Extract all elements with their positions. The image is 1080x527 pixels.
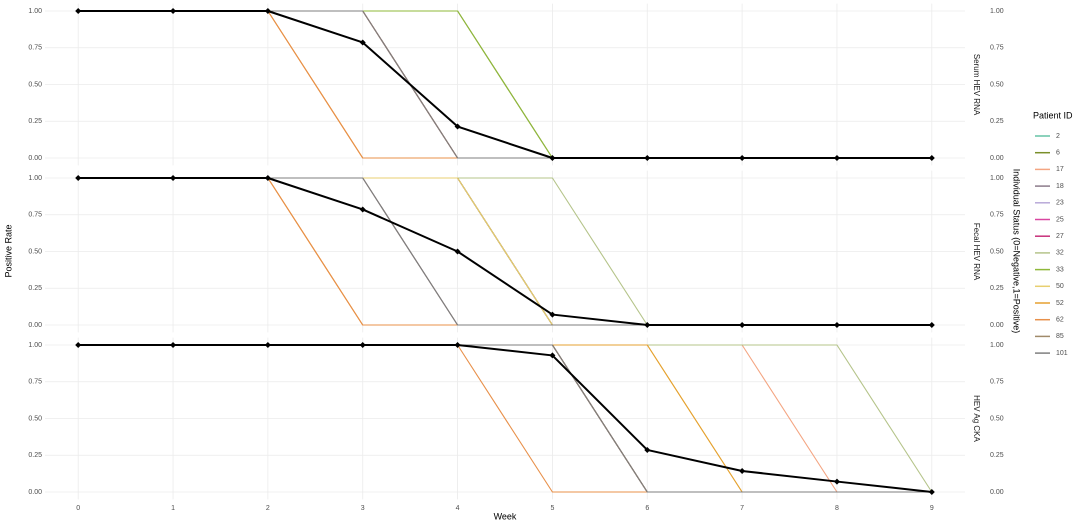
rate-point xyxy=(264,8,271,14)
x-tick-label: 8 xyxy=(835,505,839,512)
y-tick-label: 0.00 xyxy=(28,155,42,162)
rate-point xyxy=(75,8,82,14)
rate-point xyxy=(170,8,177,14)
y2-tick-label: 0.00 xyxy=(990,322,1004,329)
rate-point xyxy=(454,248,461,255)
x-tick-label: 1 xyxy=(171,505,175,512)
legend-label: 2 xyxy=(1056,133,1060,140)
facet-label: Serum HEV RNA xyxy=(972,54,981,116)
legend-label: 32 xyxy=(1056,250,1064,257)
rate-line xyxy=(78,177,932,326)
rate-point xyxy=(833,478,840,485)
legend-label: 62 xyxy=(1056,317,1064,324)
x-tick-label: 6 xyxy=(645,505,649,512)
legend-title: Patient ID xyxy=(1033,110,1073,120)
y2-tick-label: 0.50 xyxy=(990,248,1004,255)
rate-point xyxy=(359,342,366,348)
y2-tick-label: 0.25 xyxy=(990,118,1004,125)
y-tick-label: 1.00 xyxy=(28,175,42,182)
y2-tick-label: 0.50 xyxy=(990,81,1004,88)
rate-point xyxy=(833,155,840,161)
y-tick-label: 1.00 xyxy=(28,342,42,349)
x-tick-label: 7 xyxy=(740,505,744,512)
rate-point xyxy=(549,352,556,359)
y2-tick-label: 0.25 xyxy=(990,285,1004,292)
y-tick-label: 0.00 xyxy=(28,322,42,329)
rate-point xyxy=(928,322,935,328)
legend-label: 17 xyxy=(1056,166,1064,173)
y2-tick-label: 0.25 xyxy=(990,452,1004,459)
rate-point xyxy=(928,155,935,161)
rate-line xyxy=(78,10,932,159)
y2-tick-label: 0.00 xyxy=(990,489,1004,496)
y-tick-label: 1.00 xyxy=(28,8,42,15)
rate-point xyxy=(644,446,651,453)
y-tick-label: 0.25 xyxy=(28,118,42,125)
y-axis-title: Positive Rate xyxy=(3,224,13,277)
legend-label: 52 xyxy=(1056,300,1064,307)
y2-tick-label: 0.50 xyxy=(990,415,1004,422)
x-tick-label: 9 xyxy=(930,505,934,512)
legend-label: 18 xyxy=(1056,183,1064,190)
y2-tick-label: 0.00 xyxy=(990,155,1004,162)
rate-point xyxy=(359,39,366,46)
rate-point xyxy=(833,322,840,328)
x-tick-label: 5 xyxy=(550,505,554,512)
legend-label: 33 xyxy=(1056,266,1064,273)
y-tick-label: 0.75 xyxy=(28,212,42,219)
rate-point xyxy=(549,311,556,318)
rate-point xyxy=(170,175,177,181)
rate-point xyxy=(644,155,651,161)
rate-point xyxy=(549,155,556,161)
rate-point xyxy=(264,342,271,348)
rate-point xyxy=(75,342,82,348)
x-tick-label: 4 xyxy=(456,505,460,512)
y2-axis-title: Individual Status (0=Negative,1=Positive… xyxy=(1012,169,1022,334)
y2-tick-label: 1.00 xyxy=(990,8,1004,15)
x-tick-label: 3 xyxy=(361,505,365,512)
rate-point xyxy=(644,322,651,328)
legend-label: 50 xyxy=(1056,283,1064,290)
legend-label: 23 xyxy=(1056,200,1064,207)
y-tick-label: 0.50 xyxy=(28,81,42,88)
x-tick-label: 2 xyxy=(266,505,270,512)
rate-point xyxy=(170,342,177,348)
rate-line xyxy=(78,344,932,493)
legend-label: 27 xyxy=(1056,233,1064,240)
legend-label: 101 xyxy=(1056,350,1068,357)
y-tick-label: 0.75 xyxy=(28,45,42,52)
y-tick-label: 0.50 xyxy=(28,415,42,422)
rate-point xyxy=(454,123,461,130)
y-tick-label: 0.75 xyxy=(28,379,42,386)
x-tick-label: 0 xyxy=(76,505,80,512)
rate-point xyxy=(454,342,461,348)
y2-tick-label: 0.75 xyxy=(990,212,1004,219)
legend-label: 25 xyxy=(1056,216,1064,223)
y-tick-label: 0.25 xyxy=(28,285,42,292)
y-tick-label: 0.00 xyxy=(28,489,42,496)
y-tick-label: 0.50 xyxy=(28,248,42,255)
y2-tick-label: 0.75 xyxy=(990,45,1004,52)
y2-tick-label: 0.75 xyxy=(990,379,1004,386)
rate-point xyxy=(264,175,271,181)
rate-point xyxy=(739,155,746,161)
rate-point xyxy=(359,206,366,213)
rate-point xyxy=(928,489,935,495)
rate-point xyxy=(75,175,82,181)
y2-tick-label: 1.00 xyxy=(990,342,1004,349)
facet-label: HEV Ag CKA xyxy=(972,395,981,442)
y-tick-label: 0.25 xyxy=(28,452,42,459)
rate-point xyxy=(739,322,746,328)
legend-label: 6 xyxy=(1056,150,1060,157)
x-axis-title: Week xyxy=(494,511,517,521)
y2-tick-label: 1.00 xyxy=(990,175,1004,182)
rate-point xyxy=(739,467,746,474)
legend-label: 85 xyxy=(1056,333,1064,340)
facet-label: Fecal HEV RNA xyxy=(972,223,981,281)
